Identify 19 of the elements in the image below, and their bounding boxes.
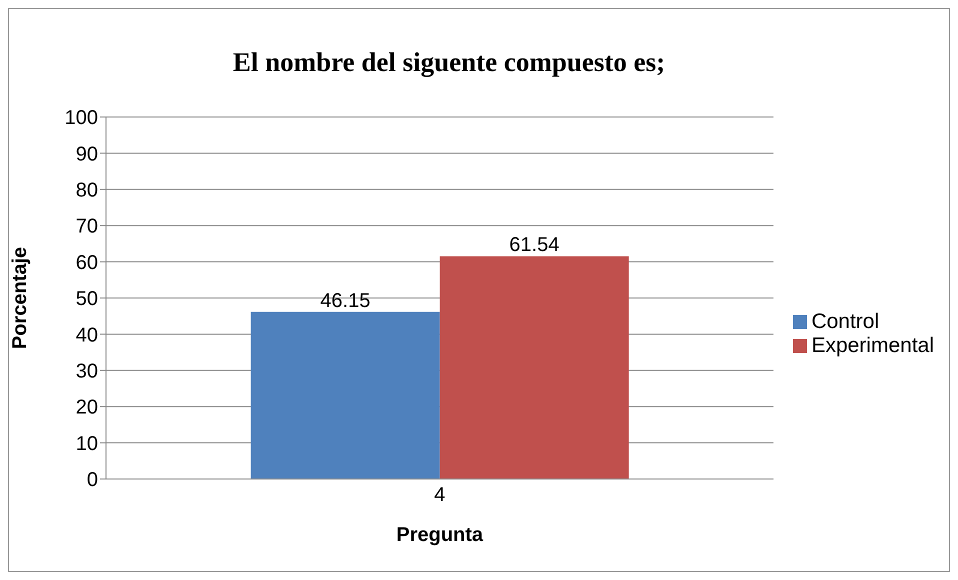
chart-title: El nombre del siguente compuesto es; — [232, 47, 666, 78]
legend-label: Control — [811, 310, 880, 333]
y-tick-label: 50 — [76, 288, 98, 310]
y-axis-title: Porcentaje — [9, 246, 32, 350]
y-tick-label: 30 — [76, 360, 98, 382]
y-tick-label: 10 — [76, 432, 98, 455]
y-tick-label: 20 — [76, 396, 98, 419]
y-tick-label: 80 — [76, 180, 98, 202]
data-label: 61.54 — [509, 234, 560, 256]
y-tick-label: 60 — [76, 252, 98, 274]
y-tick-label: 100 — [64, 107, 98, 130]
legend-label: Experimental — [811, 334, 934, 357]
y-tick-label: 40 — [76, 324, 98, 346]
y-tick-label: 70 — [76, 216, 98, 238]
y-tick-label: 0 — [86, 469, 98, 492]
data-label: 46.15 — [320, 290, 370, 312]
x-axis-title: Pregunta — [396, 524, 484, 546]
y-tick-label: 90 — [76, 143, 98, 166]
x-tick-label: 4 — [434, 484, 446, 506]
